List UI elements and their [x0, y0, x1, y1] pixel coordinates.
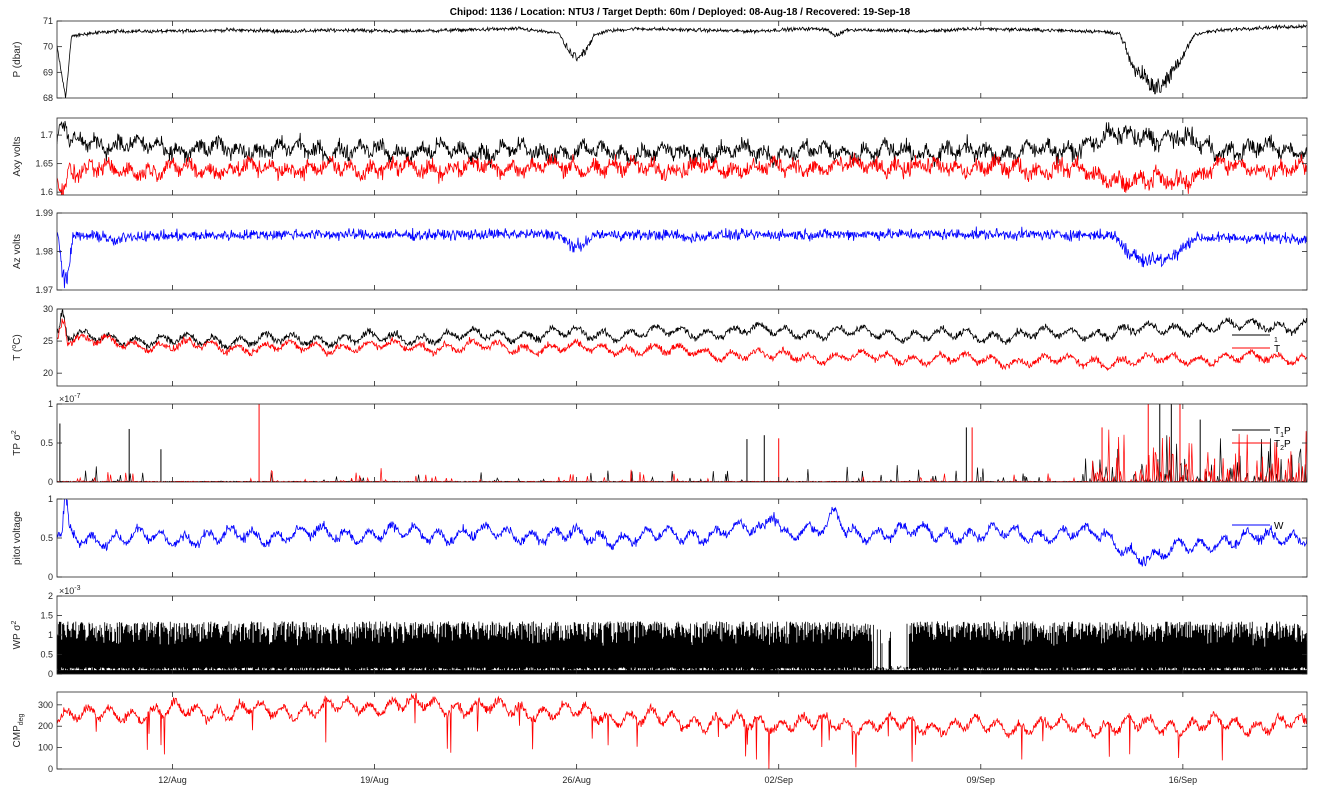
series-tp-variance-1	[57, 429, 1307, 482]
panel-pitot-data	[57, 499, 1307, 567]
series-wp-variance-0-floor	[57, 670, 1307, 674]
y-tick-label: 69	[43, 67, 53, 77]
x-tick-label: 26/Aug	[562, 775, 591, 785]
x-tick-label: 02/Sep	[764, 775, 793, 785]
y-tick-label: 1	[48, 630, 53, 640]
y-tick-label: 1.99	[35, 208, 53, 218]
series-temperature-1	[57, 318, 1307, 372]
figure-title: Chipod: 1136 / Location: NTU3 / Target D…	[450, 7, 911, 18]
y-tick-label: 0.5	[40, 533, 53, 543]
y-axis-label-compass: CMPdeg	[12, 713, 25, 747]
y-axis-label-tp-variance: TP σ2	[11, 430, 23, 456]
y-tick-label: 0	[48, 572, 53, 582]
series-compass-0	[57, 692, 1307, 769]
panel-compass-data	[57, 692, 1307, 769]
panel-az-frame	[56, 212, 1308, 291]
y-tick-label: 1	[48, 399, 53, 409]
panel-wp-variance-data	[57, 621, 1307, 674]
panel-axy-data	[57, 120, 1307, 195]
y-tick-label: 1.97	[35, 285, 53, 295]
panel-compass: 12/Aug 19/Aug 26/Aug 02/Sep 09/Sep 16/Sep 0 100…	[12, 691, 1308, 785]
legend-label-tp-variance-1: T2P	[1274, 439, 1291, 452]
y-tick-label: 20	[43, 368, 53, 378]
legend-label-tp-variance-0: T1P	[1274, 426, 1291, 439]
y-tick-label: 1.6	[40, 187, 53, 197]
panel-temperature: 20 25 30 T (oC) 1T	[11, 304, 1308, 387]
y-axis-label-temperature: T (oC)	[11, 334, 23, 361]
x-tick-label: 12/Aug	[158, 775, 187, 785]
y-axis-label-axy: Axy volts	[12, 136, 23, 176]
series-axy-0	[57, 120, 1307, 168]
panel-az: 1.97 1.98 1.99 Az volts	[12, 208, 1308, 295]
legend-label-temperature-1: T	[1274, 344, 1280, 355]
panel-tp-variance-data	[57, 404, 1307, 482]
x-tick-label: 16/Sep	[1169, 775, 1198, 785]
y-tick-label: 30	[43, 304, 53, 314]
panel-az-data	[57, 226, 1307, 289]
y-tick-label: 1.5	[40, 611, 53, 621]
panel-axy: 1.6 1.65 1.7 Axy volts	[12, 117, 1308, 197]
x-tick-label: 09/Sep	[967, 775, 996, 785]
y-tick-label: 1.7	[40, 130, 53, 140]
y-axis-label-wp-variance: WP σ2	[11, 621, 23, 650]
panel-wp-variance: 0 0.5 1 1.5 2 ×10-3 WP σ2	[11, 585, 1308, 679]
panel-pressure-data	[57, 23, 1307, 98]
y-tick-label: 1.98	[35, 247, 53, 257]
y-tick-label: 200	[38, 721, 53, 731]
series-temperature-0	[57, 309, 1307, 351]
y-tick-label: 0	[48, 669, 53, 679]
legend-label-pitot-0: W	[1274, 521, 1284, 532]
y-tick-label: 100	[38, 743, 53, 753]
y-tick-label: 300	[38, 700, 53, 710]
y-exponent-label: ×10-7	[59, 393, 81, 404]
panel-pressure: 68 69 70 71 P (dbar)	[12, 16, 1308, 103]
y-tick-label: 71	[43, 16, 53, 26]
y-tick-label: 70	[43, 42, 53, 52]
panel-compass-frame	[56, 691, 1308, 770]
y-tick-label: 2	[48, 591, 53, 601]
y-tick-label: 0	[48, 764, 53, 774]
y-tick-label: 1.65	[35, 159, 53, 169]
panel-axy-frame	[56, 117, 1308, 196]
y-tick-label: 0.5	[40, 650, 53, 660]
y-axis-label-pitot: pitot voltage	[12, 511, 23, 565]
panel-temperature-frame	[56, 308, 1308, 387]
panel-pitot: 0 0.5 1 pitot voltage W	[12, 494, 1308, 582]
y-tick-label: 68	[43, 93, 53, 103]
series-az-0	[57, 226, 1307, 289]
y-axis-label-az: Az volts	[12, 234, 23, 269]
y-axis-label-pressure: P (dbar)	[12, 42, 23, 78]
series-axy-1	[57, 152, 1307, 195]
series-wp-variance-0	[57, 621, 1307, 674]
y-tick-label: 0	[48, 477, 53, 487]
y-exponent-label: ×10-3	[59, 585, 81, 596]
legend-label-temperature-0: 1	[1274, 337, 1278, 344]
y-tick-label: 25	[43, 336, 53, 346]
panel-pressure-frame	[56, 20, 1308, 99]
panel-temperature-data	[57, 309, 1307, 372]
x-tick-label: 19/Aug	[360, 775, 389, 785]
y-tick-label: 1	[48, 494, 53, 504]
y-tick-label: 0.5	[40, 438, 53, 448]
series-pitot-0	[57, 499, 1307, 567]
series-pressure-0	[57, 23, 1307, 98]
